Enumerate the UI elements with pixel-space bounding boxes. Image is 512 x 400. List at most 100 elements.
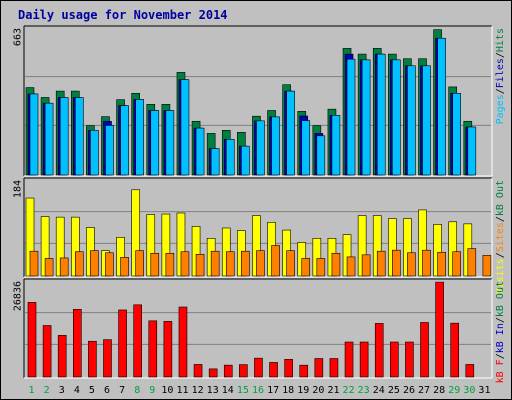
x-tick-label: 24: [373, 385, 385, 396]
x-tick-label: 26: [403, 385, 415, 396]
bar-pages: [90, 129, 99, 176]
bar-kb-f: [314, 358, 324, 378]
bar-sites: [225, 251, 235, 277]
chart-title: Daily usage for November 2014: [18, 8, 228, 22]
x-tick-label: 7: [119, 385, 125, 396]
bar-pages: [165, 110, 175, 176]
bar-pages: [376, 53, 386, 176]
bar-pages: [422, 65, 431, 176]
bar-kb-f: [118, 309, 127, 378]
x-tick-label: 1: [29, 385, 35, 396]
x-tick-label: 9: [149, 385, 155, 396]
bar-kb-f: [254, 357, 263, 378]
legend-entry: /: [495, 52, 506, 58]
legend-entry: Sites: [495, 222, 506, 252]
bar-pages: [195, 127, 205, 176]
bar-pages: [74, 97, 84, 176]
bar-pages: [392, 59, 401, 176]
x-tick-label: 11: [176, 385, 188, 396]
bar-sites: [195, 254, 205, 277]
bar-sites: [210, 250, 220, 277]
bar-sites: [467, 248, 477, 277]
bar-sites: [392, 249, 401, 277]
bar-kb-f: [57, 335, 67, 378]
bar-sites: [437, 251, 446, 277]
x-tick-label: 14: [222, 385, 234, 396]
bar-pages: [135, 99, 144, 176]
bar-sites: [120, 257, 129, 277]
bar-pages: [29, 93, 39, 176]
bar-kb-f: [72, 309, 82, 378]
bar-pages: [452, 93, 462, 176]
bar-sites: [271, 245, 280, 277]
bar-sites: [90, 250, 99, 277]
bar-kb-f: [133, 304, 142, 378]
x-tick-label: 19: [297, 385, 309, 396]
legend-entry: /: [495, 88, 506, 94]
x-tick-label: 31: [478, 385, 490, 396]
bar-kb-f: [284, 358, 293, 378]
bar-pages: [407, 65, 416, 176]
bar-kb-f: [269, 362, 278, 378]
panel-legend: Pages/Files/Hits: [495, 28, 506, 124]
bar-kb-f: [42, 325, 52, 378]
bar-kb-f: [390, 341, 399, 378]
legend-entry: kB In: [495, 323, 506, 353]
bar-kb-f: [329, 358, 339, 378]
bar-sites: [452, 251, 462, 277]
bar-sites: [29, 250, 39, 277]
bar-kb-f: [27, 302, 37, 378]
x-tick-label: 5: [89, 385, 95, 396]
x-tick-label: 8: [134, 385, 140, 396]
bar-sites: [301, 258, 311, 277]
bar-sites: [135, 250, 144, 277]
bar-pages: [44, 102, 54, 176]
bar-kb-f: [148, 320, 158, 378]
bar-pages: [361, 59, 371, 176]
bar-pages: [331, 115, 341, 176]
x-tick-label: 15: [237, 385, 249, 396]
x-tick-label: 16: [252, 385, 264, 396]
bar-kb-f: [163, 321, 173, 378]
bar-kb-f: [405, 341, 414, 378]
bar-kb-f: [208, 368, 218, 378]
legend-entry: /: [495, 317, 506, 323]
bar-sites: [346, 256, 356, 277]
bar-pages: [180, 79, 190, 176]
bar-pages: [59, 97, 69, 176]
x-tick-label: 13: [207, 385, 219, 396]
x-tick-label: 25: [388, 385, 400, 396]
bar-kb-f: [88, 340, 97, 378]
bar-pages: [301, 120, 311, 176]
bar-pages: [225, 139, 235, 176]
legend-entry: kB Out: [495, 180, 506, 216]
x-tick-label: 3: [59, 385, 65, 396]
bar-kb-f: [103, 339, 112, 378]
x-tick-label: 6: [104, 385, 110, 396]
x-tick-label: 30: [463, 385, 475, 396]
bar-pages: [467, 126, 477, 176]
bar-kb-f: [239, 364, 248, 378]
x-tick-label: 2: [44, 385, 50, 396]
bar-sites: [150, 252, 160, 277]
legend-entry: Files: [495, 58, 506, 88]
bar-sites: [316, 258, 326, 277]
bar-pages: [210, 148, 220, 176]
x-tick-label: 18: [282, 385, 294, 396]
bar-pages: [346, 58, 356, 176]
legend-entry: /: [495, 252, 506, 258]
legend-entry: Visits: [495, 258, 506, 294]
bar-sites: [105, 252, 114, 277]
legend-entry: kB Out: [495, 281, 506, 317]
bar-pages: [286, 90, 295, 176]
bar-kb-f: [344, 341, 354, 378]
bar-pages: [256, 120, 265, 176]
legend-entry: kB F: [495, 359, 506, 383]
bar-pages: [316, 135, 326, 176]
bar-pages: [437, 37, 446, 176]
bar-kb-f: [420, 322, 429, 378]
panel-legend: kB F/kB In/kB Out: [495, 281, 506, 383]
bar-sites: [44, 258, 54, 277]
bar-sites: [241, 250, 250, 277]
